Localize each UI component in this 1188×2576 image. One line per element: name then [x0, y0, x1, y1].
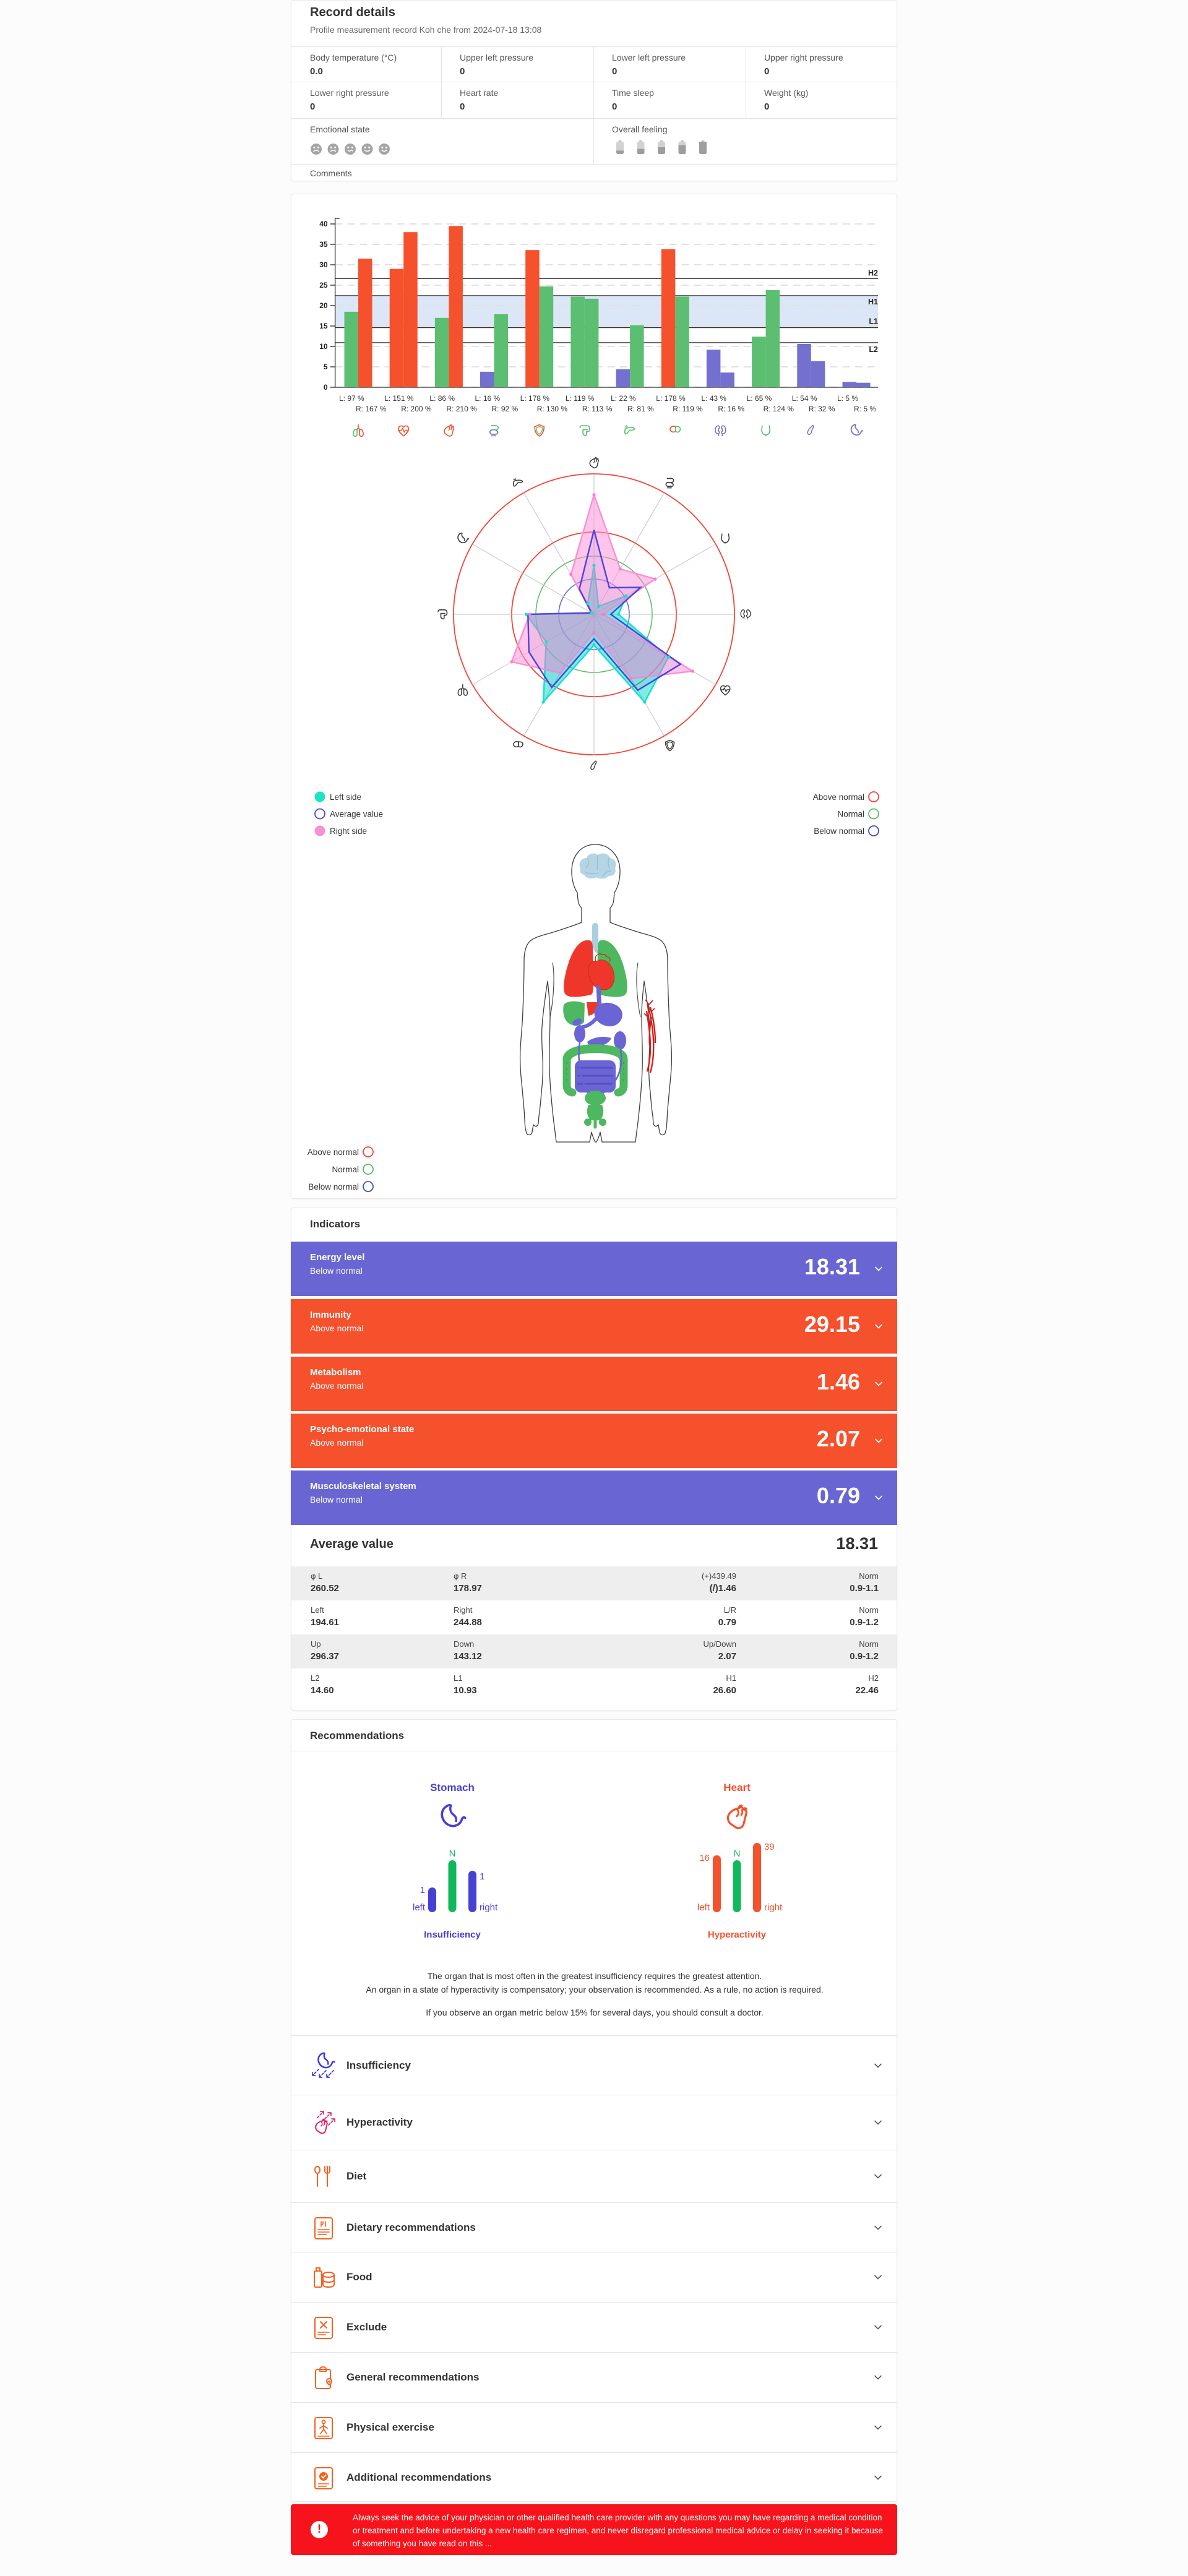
svg-text:L: 43 %: L: 43 %	[701, 394, 726, 403]
svg-text:1: 1	[420, 1885, 425, 1896]
svg-text:R: 167 %: R: 167 %	[356, 405, 387, 413]
svg-text:left: left	[413, 1902, 426, 1913]
svg-text:Left side: Left side	[330, 792, 361, 802]
svg-text:right: right	[480, 1902, 498, 1913]
svg-text:L: 16 %: L: 16 %	[475, 394, 501, 403]
svg-text:L: 97 %: L: 97 %	[339, 394, 364, 403]
svg-text:Below normal: Below normal	[308, 1182, 359, 1191]
svg-text:R: 130 %: R: 130 %	[537, 405, 568, 413]
svg-text:R: 32 %: R: 32 %	[809, 405, 835, 413]
svg-text:H1: H1	[868, 298, 878, 306]
svg-text:L: 5 %: L: 5 %	[837, 394, 858, 403]
svg-text:L: 119 %: L: 119 %	[566, 394, 595, 403]
svg-text:right: right	[764, 1902, 783, 1913]
svg-text:R: 5 %: R: 5 %	[854, 405, 876, 413]
svg-text:H2: H2	[868, 268, 878, 277]
svg-text:Above normal: Above normal	[308, 1148, 359, 1157]
svg-text:5: 5	[324, 363, 328, 371]
svg-text:16: 16	[699, 1853, 710, 1863]
svg-text:L1: L1	[869, 317, 878, 326]
svg-text:Above normal: Above normal	[813, 792, 864, 802]
svg-text:Stomach: Stomach	[430, 1782, 475, 1793]
svg-text:1: 1	[480, 1871, 484, 1882]
svg-text:L2: L2	[869, 345, 878, 354]
svg-text:Right side: Right side	[330, 826, 367, 836]
svg-text:Heart: Heart	[723, 1782, 751, 1793]
svg-text:R: 113 %: R: 113 %	[582, 405, 613, 413]
svg-text:R: 210 %: R: 210 %	[446, 405, 477, 413]
svg-text:R: 81 %: R: 81 %	[627, 405, 654, 413]
svg-text:20: 20	[319, 301, 328, 310]
svg-text:35: 35	[319, 240, 328, 249]
svg-text:Average value: Average value	[330, 810, 383, 819]
svg-text:R: 119 %: R: 119 %	[673, 405, 703, 413]
svg-text:Normal: Normal	[332, 1165, 359, 1174]
svg-text:The organ that is most often i: The organ that is most often in the grea…	[428, 1971, 762, 1981]
svg-text:R: 124 %: R: 124 %	[764, 405, 794, 413]
svg-text:L: 22 %: L: 22 %	[611, 394, 636, 403]
svg-text:Normal: Normal	[837, 810, 864, 819]
svg-text:L: 54 %: L: 54 %	[792, 394, 817, 403]
svg-text:Below normal: Below normal	[814, 826, 864, 836]
svg-text:30: 30	[319, 260, 328, 269]
svg-text:Hyperactivity: Hyperactivity	[708, 1930, 767, 1940]
svg-text:R: 92 %: R: 92 %	[492, 405, 519, 413]
svg-text:R: 200 %: R: 200 %	[401, 405, 432, 413]
svg-text:L: 151 %: L: 151 %	[384, 394, 414, 403]
svg-text:An organ in a state of hyperac: An organ in a state of hyperactivity is …	[366, 1985, 823, 1994]
svg-text:R: 16 %: R: 16 %	[718, 405, 744, 413]
svg-text:If you observe an organ metric: If you observe an organ metric below 15%…	[426, 2007, 764, 2017]
svg-text:L: 178 %: L: 178 %	[656, 394, 686, 403]
svg-text:40: 40	[319, 220, 328, 228]
svg-text:0: 0	[324, 383, 328, 392]
svg-text:L: 65 %: L: 65 %	[747, 394, 772, 403]
svg-text:10: 10	[319, 342, 328, 351]
svg-text:L: 86 %: L: 86 %	[429, 394, 455, 403]
svg-text:15: 15	[319, 322, 328, 330]
svg-text:39: 39	[764, 1842, 775, 1852]
svg-text:Insufficiency: Insufficiency	[424, 1930, 481, 1940]
svg-text:left: left	[697, 1902, 710, 1913]
svg-text:L: 178 %: L: 178 %	[520, 394, 550, 403]
svg-text:N: N	[734, 1848, 741, 1859]
svg-text:N: N	[449, 1848, 456, 1859]
svg-text:25: 25	[319, 281, 328, 290]
